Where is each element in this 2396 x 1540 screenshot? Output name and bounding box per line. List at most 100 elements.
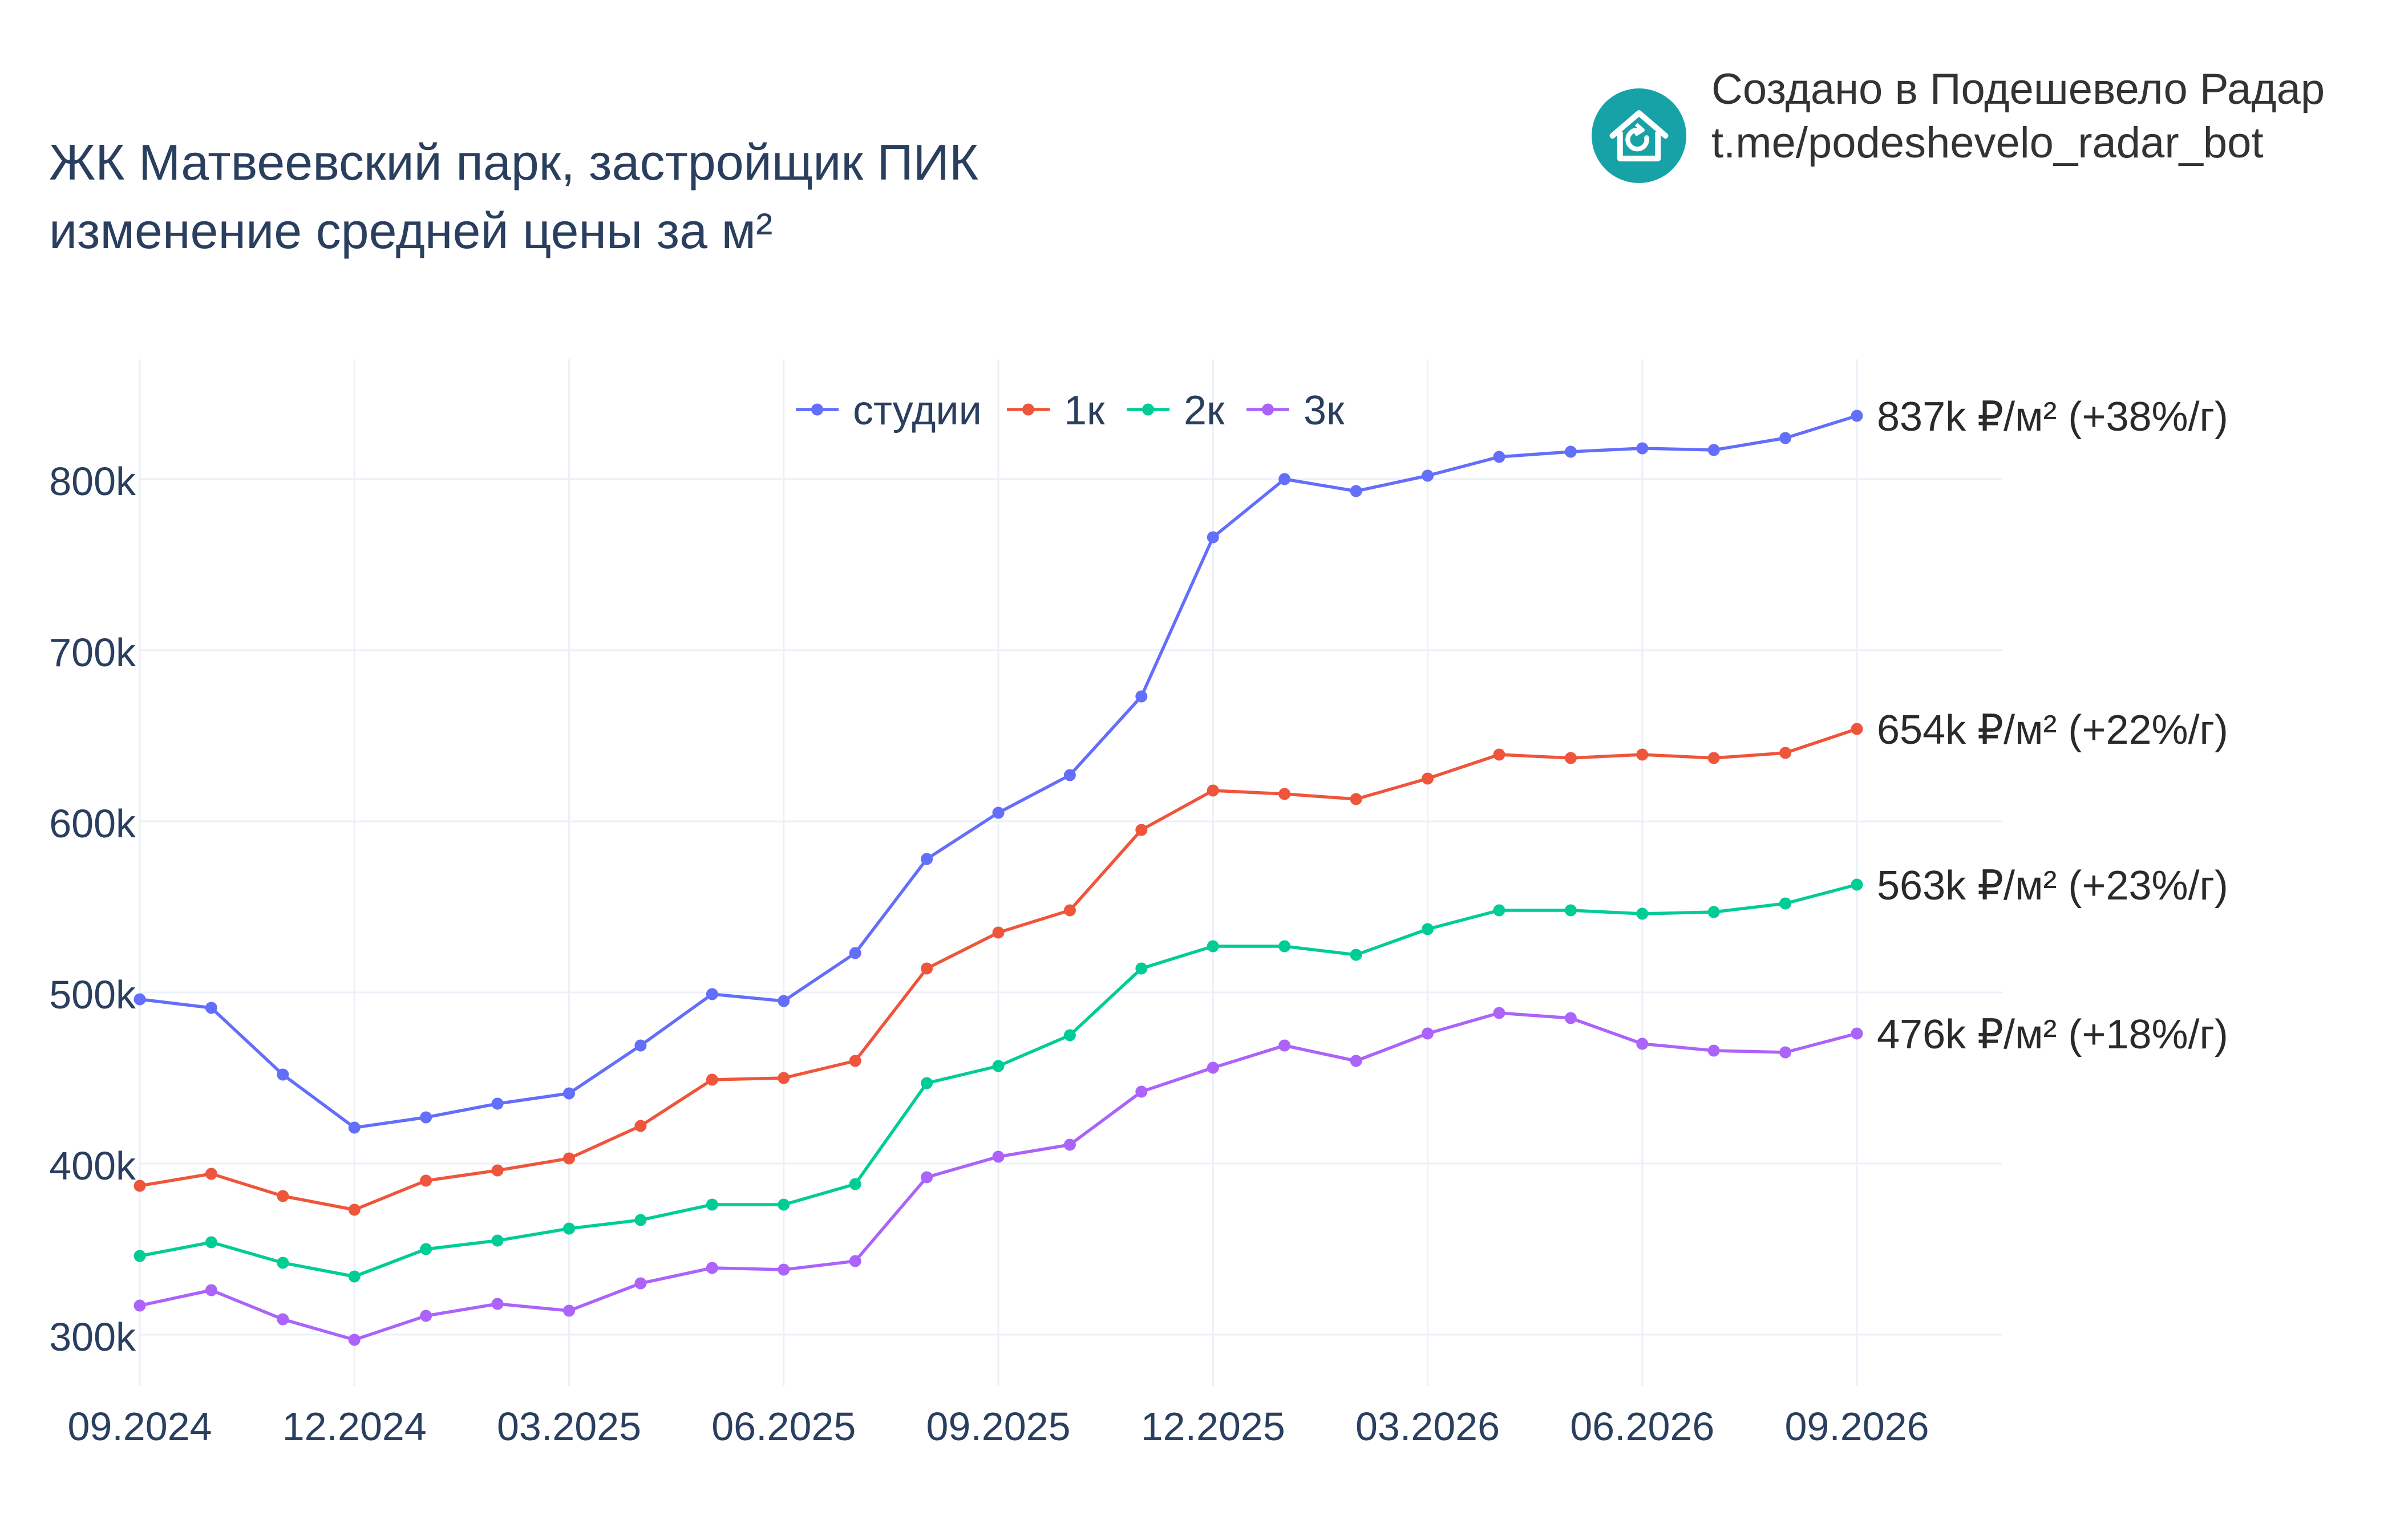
data-point[interactable] xyxy=(277,1313,289,1326)
legend-item[interactable]: 1к xyxy=(1007,388,1105,433)
data-point[interactable] xyxy=(1493,904,1505,917)
data-point[interactable] xyxy=(921,853,933,865)
data-point[interactable] xyxy=(1422,772,1434,785)
data-point[interactable] xyxy=(1207,531,1219,544)
data-point[interactable] xyxy=(563,1152,575,1165)
data-point[interactable] xyxy=(1278,940,1291,953)
data-point[interactable] xyxy=(133,993,146,1006)
data-point[interactable] xyxy=(1207,1061,1219,1074)
data-point[interactable] xyxy=(1851,723,1863,735)
data-point[interactable] xyxy=(634,1277,647,1290)
data-point[interactable] xyxy=(1350,1055,1362,1067)
data-point[interactable] xyxy=(1135,824,1148,836)
data-point[interactable] xyxy=(1564,1012,1577,1024)
data-point[interactable] xyxy=(1422,923,1434,935)
data-point[interactable] xyxy=(1422,1027,1434,1040)
data-point[interactable] xyxy=(778,1072,790,1084)
legend-item[interactable]: 2к xyxy=(1127,388,1225,433)
data-point[interactable] xyxy=(563,1087,575,1100)
data-point[interactable] xyxy=(1422,469,1434,482)
data-point[interactable] xyxy=(205,1168,217,1180)
data-point[interactable] xyxy=(1135,962,1148,975)
data-point[interactable] xyxy=(1564,904,1577,917)
data-point[interactable] xyxy=(1493,451,1505,463)
data-point[interactable] xyxy=(1779,747,1792,759)
data-point[interactable] xyxy=(1636,1038,1649,1050)
data-point[interactable] xyxy=(778,1263,790,1276)
data-point[interactable] xyxy=(491,1164,504,1177)
data-point[interactable] xyxy=(1063,1029,1076,1041)
data-point[interactable] xyxy=(849,1178,861,1190)
data-point[interactable] xyxy=(921,1171,933,1184)
data-point[interactable] xyxy=(706,988,718,1000)
data-point[interactable] xyxy=(420,1310,432,1322)
data-point[interactable] xyxy=(348,1334,361,1346)
data-point[interactable] xyxy=(133,1250,146,1262)
data-point[interactable] xyxy=(1207,940,1219,953)
data-point[interactable] xyxy=(778,995,790,1007)
data-point[interactable] xyxy=(1493,748,1505,761)
data-point[interactable] xyxy=(1851,410,1863,422)
data-point[interactable] xyxy=(1063,1138,1076,1151)
data-point[interactable] xyxy=(491,1298,504,1310)
data-point[interactable] xyxy=(1707,1044,1720,1057)
data-point[interactable] xyxy=(1851,1027,1863,1040)
data-point[interactable] xyxy=(778,1198,790,1211)
data-point[interactable] xyxy=(706,1073,718,1086)
data-point[interactable] xyxy=(1135,690,1148,703)
data-point[interactable] xyxy=(1207,784,1219,797)
data-point[interactable] xyxy=(634,1039,647,1052)
data-point[interactable] xyxy=(420,1243,432,1255)
data-point[interactable] xyxy=(1278,473,1291,485)
data-point[interactable] xyxy=(277,1068,289,1081)
data-point[interactable] xyxy=(491,1097,504,1110)
legend-item[interactable]: студии xyxy=(796,388,982,433)
data-point[interactable] xyxy=(277,1257,289,1269)
data-point[interactable] xyxy=(1636,907,1649,920)
data-point[interactable] xyxy=(1636,442,1649,455)
data-point[interactable] xyxy=(277,1190,289,1202)
data-point[interactable] xyxy=(1707,444,1720,456)
data-point[interactable] xyxy=(1350,949,1362,961)
data-point[interactable] xyxy=(706,1198,718,1211)
data-point[interactable] xyxy=(1564,752,1577,764)
data-point[interactable] xyxy=(634,1120,647,1132)
data-point[interactable] xyxy=(1636,748,1649,761)
data-point[interactable] xyxy=(420,1174,432,1187)
data-point[interactable] xyxy=(1350,485,1362,497)
brand-link[interactable]: t.me/podeshevelo_radar_bot xyxy=(1711,119,2264,167)
data-point[interactable] xyxy=(1278,788,1291,800)
data-point[interactable] xyxy=(992,926,1005,939)
data-point[interactable] xyxy=(1063,904,1076,917)
data-point[interactable] xyxy=(1707,906,1720,918)
data-point[interactable] xyxy=(1779,1046,1792,1059)
data-point[interactable] xyxy=(420,1111,432,1124)
data-point[interactable] xyxy=(348,1270,361,1283)
data-point[interactable] xyxy=(849,1255,861,1267)
data-point[interactable] xyxy=(1564,445,1577,458)
data-point[interactable] xyxy=(1779,432,1792,444)
data-point[interactable] xyxy=(992,807,1005,819)
data-point[interactable] xyxy=(348,1203,361,1216)
data-point[interactable] xyxy=(1350,793,1362,805)
data-point[interactable] xyxy=(563,1304,575,1317)
data-point[interactable] xyxy=(921,1077,933,1089)
data-point[interactable] xyxy=(563,1222,575,1235)
data-point[interactable] xyxy=(849,1055,861,1067)
data-point[interactable] xyxy=(133,1299,146,1312)
data-point[interactable] xyxy=(921,962,933,975)
data-point[interactable] xyxy=(1135,1085,1148,1098)
data-point[interactable] xyxy=(1779,897,1792,910)
data-point[interactable] xyxy=(348,1121,361,1134)
data-point[interactable] xyxy=(205,1236,217,1249)
data-point[interactable] xyxy=(133,1180,146,1192)
data-point[interactable] xyxy=(491,1234,504,1247)
data-point[interactable] xyxy=(1278,1039,1291,1052)
data-point[interactable] xyxy=(1493,1007,1505,1019)
data-point[interactable] xyxy=(205,1002,217,1014)
data-point[interactable] xyxy=(849,947,861,959)
data-point[interactable] xyxy=(634,1214,647,1226)
data-point[interactable] xyxy=(1851,878,1863,891)
data-point[interactable] xyxy=(1063,769,1076,781)
data-point[interactable] xyxy=(1707,752,1720,764)
